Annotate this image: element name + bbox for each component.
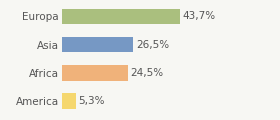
Text: 24,5%: 24,5% [131,68,164,78]
Bar [62,93,76,109]
Bar [62,9,180,24]
Text: 43,7%: 43,7% [183,11,216,21]
Bar [62,37,133,52]
Text: 26,5%: 26,5% [136,40,169,50]
Bar [62,65,128,81]
Text: 5,3%: 5,3% [79,96,105,106]
